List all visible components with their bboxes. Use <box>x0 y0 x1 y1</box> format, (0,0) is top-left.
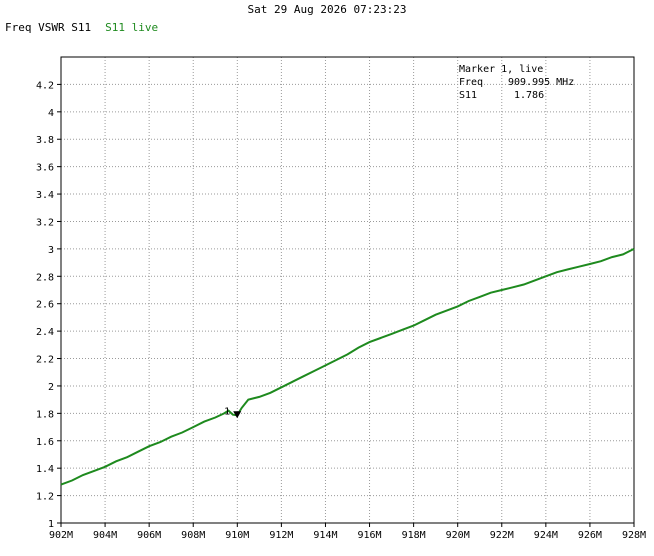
markers: 1 <box>224 406 242 419</box>
y-tick-label: 1 <box>48 519 54 530</box>
x-tick-label: 914M <box>313 530 337 541</box>
x-tick-label: 916M <box>357 530 381 541</box>
marker-s11-label: S11 <box>459 90 477 101</box>
y-tick-label: 2.4 <box>36 327 54 338</box>
x-tick-label: 928M <box>622 530 646 541</box>
y-tick-label: 3.8 <box>36 135 54 146</box>
x-tick-label: 920M <box>446 530 470 541</box>
s11-trace-line <box>60 248 635 486</box>
y-tick-label: 2.2 <box>36 355 54 366</box>
plot-frame <box>60 56 635 524</box>
marker-id-label: 1 <box>224 406 230 417</box>
y-tick-label: 4.2 <box>36 80 54 91</box>
y-tick-label: 3 <box>48 245 54 256</box>
x-tick-label: 918M <box>402 530 426 541</box>
x-axis-ticks: 902M 904M 906M 908M 910M 912M 914M 916M 918M 920M… <box>49 523 646 541</box>
marker-freq-value: 909.995 MHz <box>508 77 574 88</box>
chart-header: Freq VSWR S11 S11 live <box>5 21 158 34</box>
x-tick-label: 912M <box>269 530 293 541</box>
y-tick-label: 3.2 <box>36 217 54 228</box>
y-tick-label: 3.4 <box>36 190 54 201</box>
chart-title: Freq VSWR S11 <box>5 21 92 34</box>
x-tick-label: 910M <box>225 530 249 541</box>
x-tick-label: 922M <box>490 530 514 541</box>
timestamp: Sat 29 Aug 2026 07:23:23 <box>247 3 407 16</box>
y-tick-label: 1.6 <box>36 437 54 448</box>
x-tick-label: 908M <box>181 530 205 541</box>
y-tick-label: 3.6 <box>36 163 54 174</box>
y-tick-label: 2.8 <box>36 272 54 283</box>
y-tick-label: 2 <box>48 382 54 393</box>
x-tick-label: 904M <box>93 530 117 541</box>
x-tick-label: 902M <box>49 530 73 541</box>
marker-readout: Marker 1, live Freq 909.995 MHz S11 1.78… <box>459 64 574 101</box>
y-tick-label: 1.4 <box>36 464 54 475</box>
y-tick-label: 4 <box>48 108 54 119</box>
marker-s11-value: 1.786 <box>514 90 544 101</box>
x-tick-label: 906M <box>137 530 161 541</box>
grid <box>60 57 635 524</box>
y-tick-label: 1.2 <box>36 492 54 503</box>
x-tick-label: 926M <box>578 530 602 541</box>
y-axis-ticks: 1 1.2 1.4 1.6 1.8 2 2.2 2.4 2.6 2.8 3 3.2 3.4 3.6 3.8 4… <box>36 80 61 530</box>
y-tick-label: 1.8 <box>36 409 54 420</box>
marker-readout-title: Marker 1, live <box>459 64 543 75</box>
marker-triangle <box>233 411 242 419</box>
x-tick-label: 924M <box>534 530 558 541</box>
trace-legend-label: S11 live <box>105 21 159 34</box>
marker-freq-label: Freq <box>459 77 483 88</box>
y-tick-label: 2.6 <box>36 300 54 311</box>
